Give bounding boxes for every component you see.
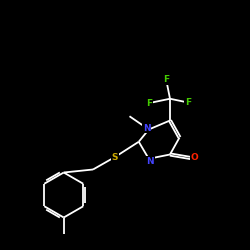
Text: N: N: [146, 157, 154, 166]
Text: F: F: [163, 76, 169, 84]
Text: N: N: [143, 124, 150, 133]
Text: S: S: [112, 152, 118, 162]
Text: F: F: [185, 98, 191, 107]
Text: O: O: [190, 154, 198, 162]
Text: F: F: [146, 98, 152, 108]
